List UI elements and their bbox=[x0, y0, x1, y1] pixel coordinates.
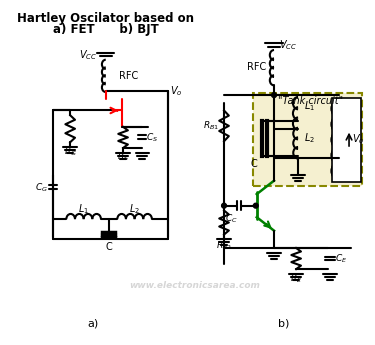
Bar bbox=[332, 98, 361, 181]
Text: $R_E$: $R_E$ bbox=[290, 273, 302, 285]
Text: $L_2$: $L_2$ bbox=[304, 131, 315, 145]
Text: $R_{B1}$: $R_{B1}$ bbox=[202, 120, 219, 132]
Text: $V_{CC}$: $V_{CC}$ bbox=[279, 38, 297, 52]
Text: $V_o$: $V_o$ bbox=[170, 84, 182, 98]
Text: $R_S$: $R_S$ bbox=[117, 150, 129, 163]
Text: Hartley Oscilator based on: Hartley Oscilator based on bbox=[17, 12, 194, 25]
Text: $C_G$: $C_G$ bbox=[35, 181, 48, 194]
Circle shape bbox=[272, 93, 276, 98]
Text: b): b) bbox=[278, 319, 290, 329]
Text: $C_E$: $C_E$ bbox=[335, 252, 348, 265]
FancyBboxPatch shape bbox=[253, 93, 363, 186]
Text: $V_{CC}$: $V_{CC}$ bbox=[80, 48, 98, 62]
Text: $C_S$: $C_S$ bbox=[146, 131, 158, 144]
Text: C: C bbox=[251, 159, 257, 169]
Text: RFC: RFC bbox=[119, 71, 138, 81]
Text: www.electronicsarea.com: www.electronicsarea.com bbox=[129, 281, 260, 290]
Text: RFC: RFC bbox=[247, 62, 266, 72]
Text: $C_C$: $C_C$ bbox=[225, 213, 238, 225]
Text: C: C bbox=[105, 242, 112, 252]
Circle shape bbox=[222, 203, 226, 208]
Text: a) FET      b) BJT: a) FET b) BJT bbox=[53, 23, 159, 36]
Text: $L_1$: $L_1$ bbox=[304, 99, 315, 112]
Text: $L_2$: $L_2$ bbox=[129, 203, 140, 216]
Text: $R_G$: $R_G$ bbox=[64, 146, 76, 158]
Text: $V_o$: $V_o$ bbox=[352, 132, 365, 146]
Text: a): a) bbox=[88, 319, 99, 329]
Text: $L_1$: $L_1$ bbox=[78, 203, 89, 216]
Circle shape bbox=[254, 203, 258, 208]
Text: "Tank circuit": "Tank circuit" bbox=[278, 96, 343, 106]
Text: $R_{B2}$: $R_{B2}$ bbox=[216, 240, 232, 252]
